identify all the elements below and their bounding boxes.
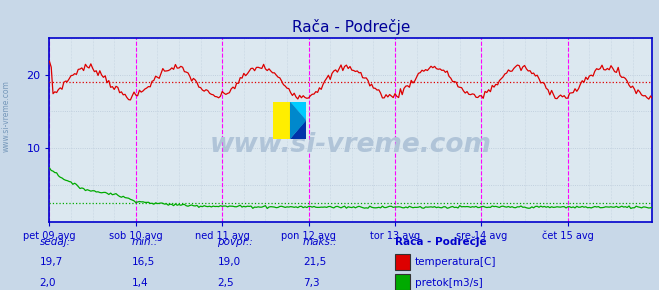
Polygon shape (273, 102, 290, 139)
Text: 2,0: 2,0 (40, 278, 56, 288)
Text: 16,5: 16,5 (132, 257, 155, 267)
Text: 19,7: 19,7 (40, 257, 63, 267)
Text: 19,0: 19,0 (217, 257, 241, 267)
Text: www.si-vreme.com: www.si-vreme.com (210, 131, 492, 157)
Text: 1,4: 1,4 (132, 278, 148, 288)
Polygon shape (290, 102, 306, 120)
Title: Rača - Podrečje: Rača - Podrečje (292, 19, 410, 35)
Polygon shape (290, 120, 306, 139)
Text: maks.:: maks.: (303, 237, 338, 247)
Text: min.:: min.: (132, 237, 158, 247)
Polygon shape (290, 102, 306, 139)
Text: sedaj:: sedaj: (40, 237, 71, 247)
Text: 21,5: 21,5 (303, 257, 326, 267)
Text: pretok[m3/s]: pretok[m3/s] (415, 278, 483, 288)
Text: Rača - Podrečje: Rača - Podrečje (395, 237, 487, 247)
Text: 7,3: 7,3 (303, 278, 320, 288)
Text: 2,5: 2,5 (217, 278, 234, 288)
Text: www.si-vreme.com: www.si-vreme.com (2, 80, 11, 152)
Text: temperatura[C]: temperatura[C] (415, 257, 497, 267)
Text: povpr.:: povpr.: (217, 237, 253, 247)
